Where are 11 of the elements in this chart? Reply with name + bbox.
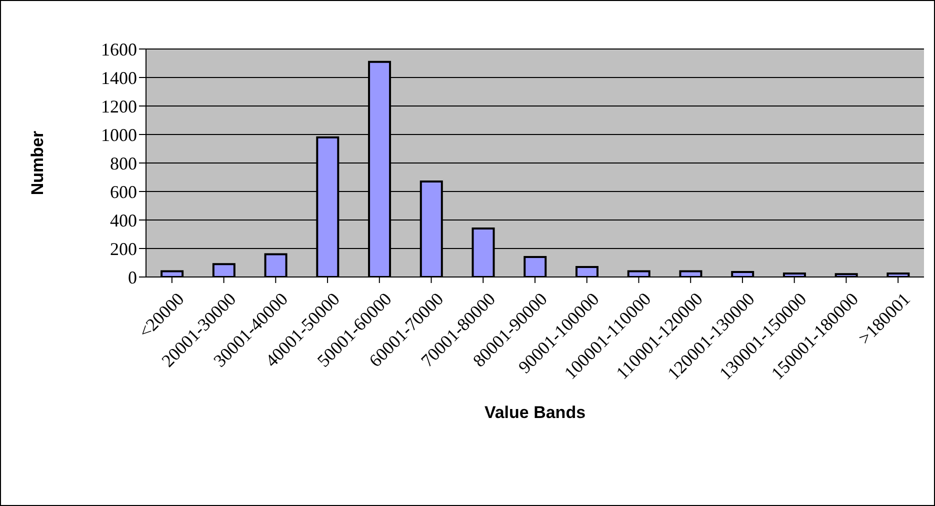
y-tick-label: 0: [128, 267, 137, 288]
y-tick-label: 200: [110, 238, 137, 259]
y-tick-label: 1600: [101, 39, 137, 60]
y-axis-title: Number: [28, 130, 48, 196]
y-tick-label: 1200: [101, 96, 137, 116]
x-axis-title: Value Bands: [484, 403, 586, 422]
y-tick-label: 1000: [101, 124, 137, 145]
y-tick-label: 800: [110, 153, 137, 174]
y-tick-label: 400: [110, 210, 137, 230]
y-tick-label: 600: [110, 182, 137, 202]
y-tick-label: 1400: [101, 68, 137, 88]
